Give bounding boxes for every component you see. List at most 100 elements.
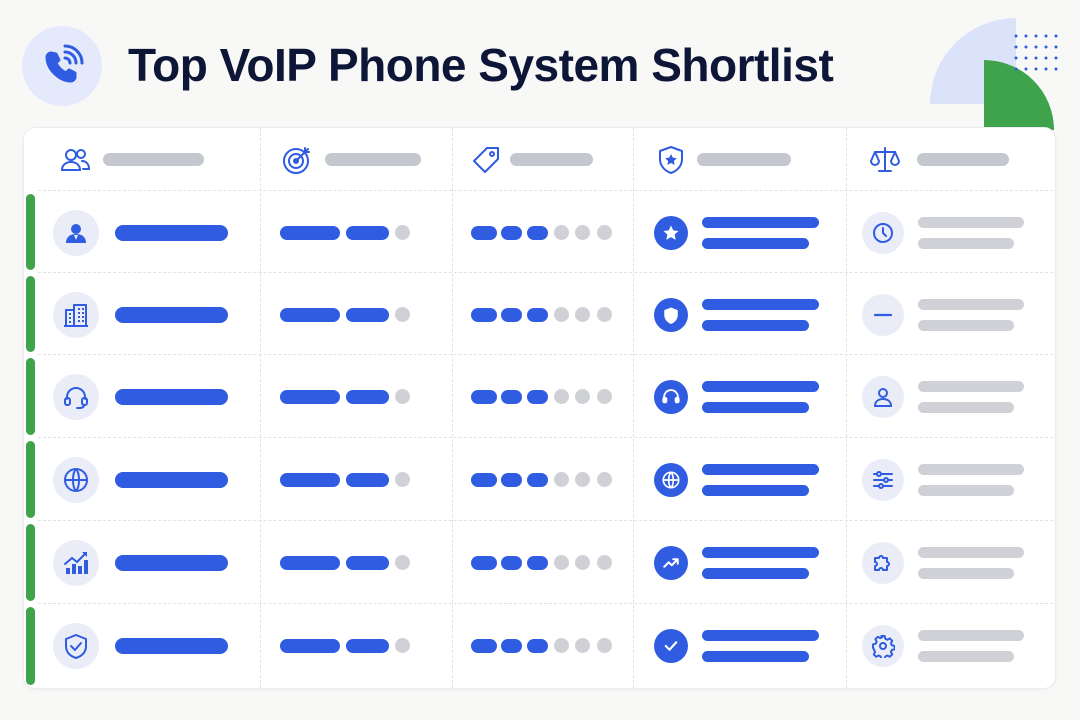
provider-name-placeholder — [115, 638, 228, 654]
rating-pill-empty — [597, 638, 612, 653]
notes-line — [918, 464, 1024, 475]
notes-line — [918, 630, 1024, 641]
rating-pill-empty — [597, 225, 612, 240]
rating-pill-filled — [527, 473, 548, 487]
rating-pill-filled — [471, 473, 497, 487]
plan-segment-filled — [280, 308, 340, 322]
clock-icon — [862, 212, 904, 254]
column-header-placeholder — [103, 153, 204, 166]
row-divider — [38, 520, 1053, 521]
provider-name-placeholder — [115, 472, 228, 488]
plan-segment-filled — [280, 473, 340, 487]
rating-pill-empty — [554, 472, 569, 487]
phone-call-icon — [40, 44, 84, 88]
rating-pill-filled — [527, 308, 548, 322]
rating-pill-empty — [575, 389, 590, 404]
plan-segment-filled — [346, 390, 389, 404]
provider-name-placeholder — [115, 225, 228, 241]
headset-icon — [53, 374, 99, 420]
plan-segment-empty — [395, 307, 410, 322]
globe-icon — [53, 457, 99, 503]
trend-up-icon — [654, 546, 688, 580]
decorative-corner-graphic — [930, 18, 1060, 130]
plan-segment-filled — [346, 473, 389, 487]
rating-pill-empty — [554, 307, 569, 322]
puzzle-icon — [862, 542, 904, 584]
feature-line — [702, 402, 809, 413]
rating-pill-filled — [501, 226, 522, 240]
comparison-table — [23, 127, 1056, 689]
column-header-placeholder — [325, 153, 421, 166]
feature-line — [702, 547, 819, 558]
rating-pill-empty — [597, 389, 612, 404]
feature-line — [702, 630, 819, 641]
user-badge-icon — [53, 210, 99, 256]
column-divider — [452, 128, 453, 688]
rating-pill-empty — [597, 555, 612, 570]
column-header-placeholder — [510, 153, 593, 166]
feature-line — [702, 238, 809, 249]
price-tag-icon — [470, 144, 502, 176]
notes-line — [918, 568, 1014, 579]
phone-badge — [22, 26, 102, 106]
rating-pill-empty — [575, 555, 590, 570]
plan-segment-filled — [346, 226, 389, 240]
star-icon — [654, 216, 688, 250]
feature-line — [702, 485, 809, 496]
plan-segment-filled — [280, 639, 340, 653]
feature-line — [702, 320, 809, 331]
rating-pill-empty — [575, 307, 590, 322]
feature-line — [702, 217, 819, 228]
notes-line — [918, 651, 1014, 662]
rating-pill-filled — [527, 556, 548, 570]
provider-name-placeholder — [115, 389, 228, 405]
rating-pill-filled — [501, 390, 522, 404]
rating-pill-filled — [471, 556, 497, 570]
rating-pill-empty — [575, 638, 590, 653]
row-highlight-marker — [26, 194, 35, 270]
rating-pill-filled — [501, 308, 522, 322]
column-divider — [846, 128, 847, 688]
row-highlight-marker — [26, 358, 35, 435]
row-highlight-marker — [26, 607, 35, 685]
rating-pill-filled — [471, 390, 497, 404]
shield-icon — [654, 298, 688, 332]
rating-pill-empty — [597, 472, 612, 487]
notes-line — [918, 547, 1024, 558]
plan-segment-filled — [280, 390, 340, 404]
growth-chart-icon — [53, 540, 99, 586]
plan-segment-filled — [346, 639, 389, 653]
column-divider — [260, 128, 261, 688]
plan-segment-empty — [395, 472, 410, 487]
gear-icon — [862, 625, 904, 667]
plan-segment-filled — [280, 556, 340, 570]
rating-pill-empty — [554, 389, 569, 404]
feature-line — [702, 299, 819, 310]
rating-pill-empty — [554, 225, 569, 240]
checkmark-icon — [654, 629, 688, 663]
shield-star-icon — [655, 144, 687, 176]
notes-line — [918, 320, 1014, 331]
column-header-placeholder — [697, 153, 791, 166]
plan-segment-filled — [346, 308, 389, 322]
row-divider — [38, 354, 1053, 355]
notes-line — [918, 238, 1014, 249]
plan-segment-empty — [395, 555, 410, 570]
feature-line — [702, 381, 819, 392]
rating-pill-filled — [527, 639, 548, 653]
notes-line — [918, 217, 1024, 228]
target-icon — [281, 144, 313, 176]
rating-pill-empty — [575, 225, 590, 240]
row-divider — [38, 437, 1053, 438]
notes-line — [918, 381, 1024, 392]
row-divider — [38, 272, 1053, 273]
rating-pill-filled — [501, 473, 522, 487]
rating-pill-empty — [597, 307, 612, 322]
page-title: Top VoIP Phone System Shortlist — [128, 39, 834, 91]
row-divider — [38, 190, 1053, 191]
provider-name-placeholder — [115, 555, 228, 571]
rating-pill-filled — [527, 390, 548, 404]
scale-icon — [869, 144, 901, 176]
provider-name-placeholder — [115, 307, 228, 323]
rating-pill-filled — [471, 308, 497, 322]
